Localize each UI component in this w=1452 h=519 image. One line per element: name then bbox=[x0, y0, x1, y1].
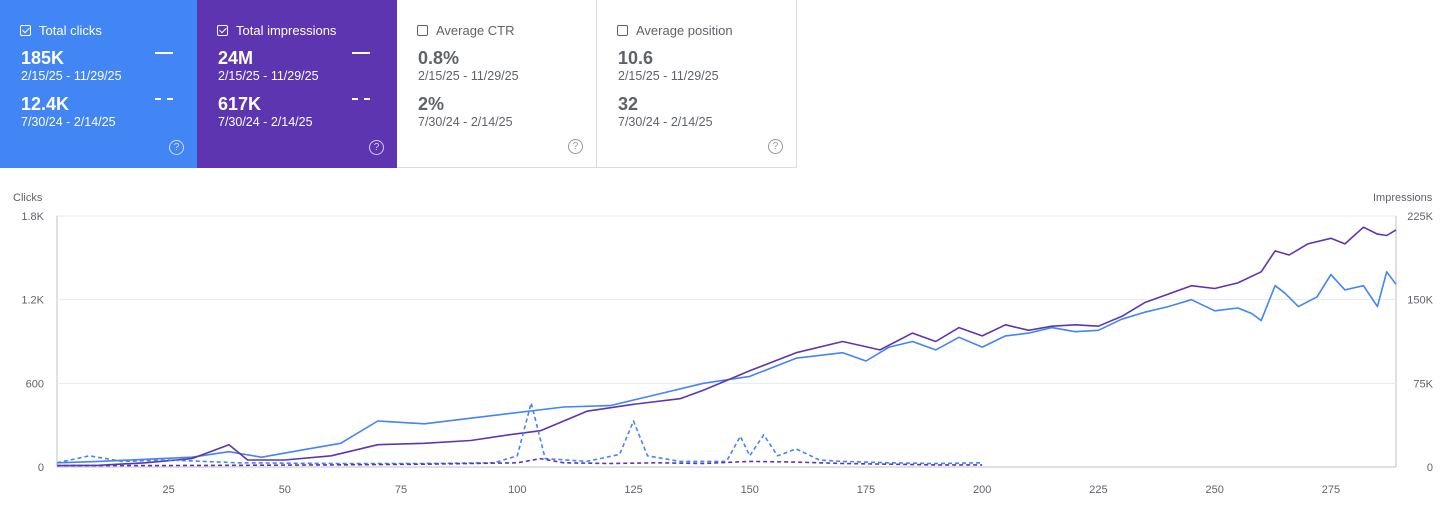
series-line-impressions-current bbox=[56, 226, 1397, 467]
help-icon[interactable]: ? bbox=[169, 140, 184, 155]
y-tick-label-right: 225K bbox=[1407, 211, 1433, 223]
card-header[interactable]: Total clicks bbox=[20, 22, 197, 38]
previous-period: 617K 7/30/24 - 2/14/25 bbox=[218, 94, 313, 129]
card-label: Total impressions bbox=[236, 22, 337, 38]
metric-card-average-position[interactable]: Average position 10.6 2/15/25 - 11/29/25 32… bbox=[597, 0, 797, 168]
card-label: Average CTR bbox=[436, 22, 515, 38]
current-period: 0.8% 2/15/25 - 11/29/25 bbox=[418, 48, 519, 83]
current-period: 10.6 2/15/25 - 11/29/25 bbox=[618, 48, 719, 83]
x-tick-label: 225 bbox=[1089, 484, 1107, 496]
y-tick-label-left: 0 bbox=[38, 462, 44, 474]
previous-range: 7/30/24 - 2/14/25 bbox=[618, 115, 713, 129]
y-tick-label-left: 1.2K bbox=[21, 295, 44, 307]
series-line-impressions-previous bbox=[57, 457, 983, 467]
current-value: 24M bbox=[218, 48, 254, 68]
current-range: 2/15/25 - 11/29/25 bbox=[418, 69, 519, 83]
x-tick-label: 100 bbox=[508, 484, 526, 496]
current-period: 185K 2/15/25 - 11/29/25 bbox=[21, 48, 122, 83]
metric-card-total-impressions[interactable]: Total impressions 24M 2/15/25 - 11/29/25 61… bbox=[197, 0, 397, 168]
x-tick-label: 200 bbox=[973, 484, 991, 496]
previous-value: 32 bbox=[618, 94, 639, 114]
y-tick-label-right: 75K bbox=[1413, 378, 1433, 390]
solid-line-legend-icon bbox=[352, 52, 370, 54]
current-period: 24M 2/15/25 - 11/29/25 bbox=[218, 48, 319, 83]
y-tick-label-left: 600 bbox=[26, 378, 44, 390]
help-icon[interactable]: ? bbox=[369, 140, 384, 155]
x-tick-label: 25 bbox=[162, 484, 174, 496]
x-tick-label: 175 bbox=[857, 484, 875, 496]
previous-period: 2% 7/30/24 - 2/14/25 bbox=[418, 94, 513, 129]
current-value: 0.8% bbox=[418, 48, 460, 68]
current-range: 2/15/25 - 11/29/25 bbox=[618, 69, 719, 83]
x-tick-label: 250 bbox=[1205, 484, 1223, 496]
y-tick-label-left: 1.8K bbox=[21, 211, 44, 223]
left-axis-title: Clicks bbox=[13, 192, 43, 204]
x-tick-label: 50 bbox=[279, 484, 291, 496]
checkbox[interactable] bbox=[20, 24, 31, 36]
card-label: Average position bbox=[636, 22, 733, 38]
dashed-line-legend-icon bbox=[155, 98, 173, 100]
current-range: 2/15/25 - 11/29/25 bbox=[21, 69, 122, 83]
previous-range: 7/30/24 - 2/14/25 bbox=[21, 115, 116, 129]
checkbox[interactable] bbox=[617, 24, 628, 36]
metric-card-total-clicks[interactable]: Total clicks 185K 2/15/25 - 11/29/25 12.4K 7… bbox=[0, 0, 197, 168]
x-tick-label: 150 bbox=[741, 484, 759, 496]
previous-period: 32 7/30/24 - 2/14/25 bbox=[618, 94, 713, 129]
previous-period: 12.4K 7/30/24 - 2/14/25 bbox=[21, 94, 116, 129]
metric-card-average-ctr[interactable]: Average CTR 0.8% 2/15/25 - 11/29/25 2% 7/30/… bbox=[397, 0, 597, 168]
current-value: 185K bbox=[21, 48, 65, 68]
card-header[interactable]: Average position bbox=[617, 22, 796, 38]
previous-range: 7/30/24 - 2/14/25 bbox=[418, 115, 513, 129]
card-label: Total clicks bbox=[39, 22, 102, 38]
metric-cards: Total clicks 185K 2/15/25 - 11/29/25 12.4K 7… bbox=[0, 0, 797, 168]
previous-value: 12.4K bbox=[21, 94, 70, 114]
previous-value: 617K bbox=[218, 94, 262, 114]
current-value: 10.6 bbox=[618, 48, 654, 68]
checkbox[interactable] bbox=[417, 24, 428, 36]
series-line-clicks-current bbox=[56, 271, 1397, 464]
help-icon[interactable]: ? bbox=[768, 139, 783, 154]
dashed-line-legend-icon bbox=[352, 98, 370, 100]
card-header[interactable]: Average CTR bbox=[417, 22, 596, 38]
x-tick-label: 275 bbox=[1322, 484, 1340, 496]
right-axis-title: Impressions bbox=[1373, 192, 1433, 204]
checkbox[interactable] bbox=[217, 24, 228, 36]
card-header[interactable]: Total impressions bbox=[217, 22, 397, 38]
previous-range: 7/30/24 - 2/14/25 bbox=[218, 115, 313, 129]
current-range: 2/15/25 - 11/29/25 bbox=[218, 69, 319, 83]
help-icon[interactable]: ? bbox=[568, 139, 583, 154]
previous-value: 2% bbox=[418, 94, 445, 114]
y-tick-label-right: 0 bbox=[1427, 462, 1433, 474]
y-tick-label-right: 150K bbox=[1407, 295, 1433, 307]
x-tick-label: 75 bbox=[395, 484, 407, 496]
x-tick-label: 125 bbox=[624, 484, 642, 496]
solid-line-legend-icon bbox=[155, 52, 173, 54]
series-line-clicks-previous bbox=[56, 402, 983, 465]
